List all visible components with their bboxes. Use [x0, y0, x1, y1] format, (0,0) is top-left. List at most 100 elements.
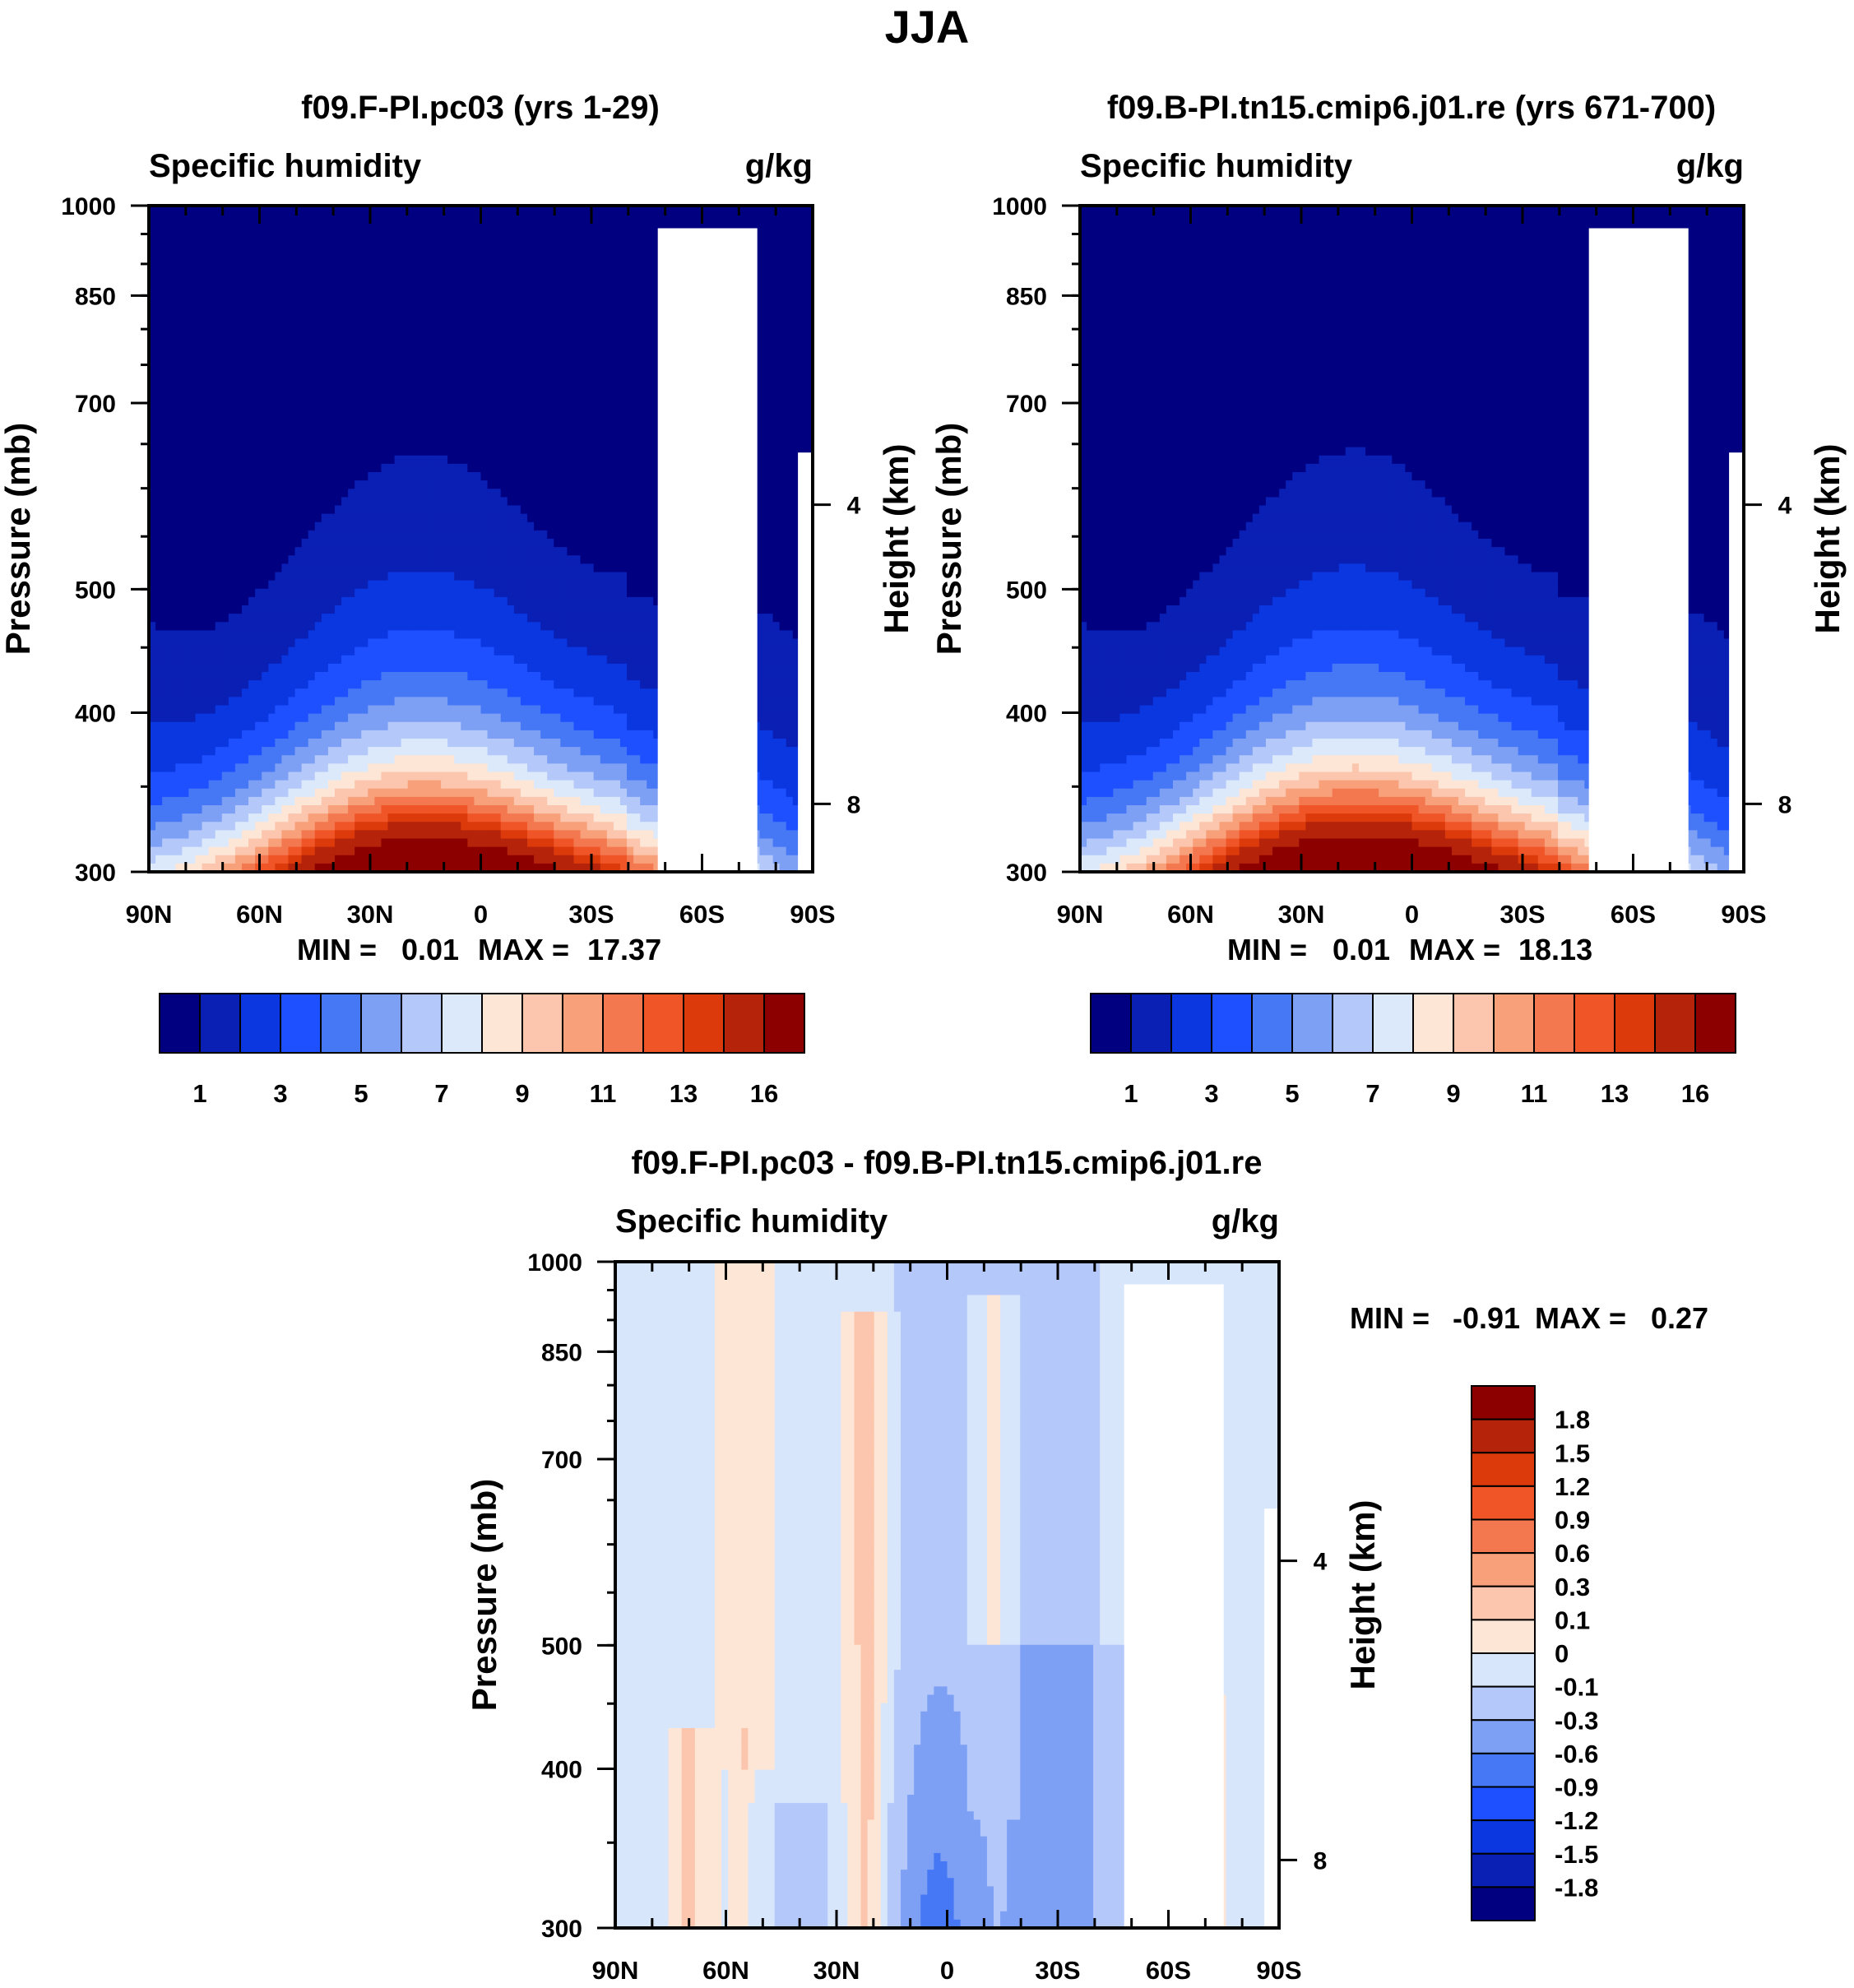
contour-cell	[228, 247, 236, 257]
contour-cell	[792, 596, 800, 606]
contour-cell	[427, 472, 435, 481]
contour-cell	[494, 572, 502, 582]
contour-cell	[407, 280, 415, 290]
contour-cell	[653, 472, 660, 481]
contour-cell	[301, 289, 309, 298]
contour-cell	[547, 330, 554, 340]
contour-cell	[182, 539, 190, 548]
contour-cell	[560, 313, 568, 323]
contour-cell	[355, 206, 362, 215]
contour-cell	[321, 297, 329, 307]
contour-cell	[169, 305, 176, 315]
contour-cell	[434, 539, 442, 548]
contour-cell	[275, 339, 282, 348]
contour-cell	[208, 422, 216, 431]
contour-cell	[321, 372, 329, 382]
contour-cell	[474, 330, 482, 340]
contour-cell	[434, 305, 442, 315]
contour-cell	[526, 438, 535, 448]
contour-cell	[334, 605, 342, 614]
contour-cell	[268, 521, 276, 531]
contour-cell	[441, 513, 448, 523]
contour-cell	[394, 422, 402, 431]
contour-cell	[348, 206, 355, 215]
contour-cell	[772, 339, 781, 348]
contour-cell	[175, 347, 183, 356]
contour-cell	[361, 521, 368, 531]
contour-cell	[606, 605, 614, 614]
contour-cell	[314, 396, 322, 406]
contour-cell	[341, 480, 349, 489]
contour-cell	[208, 255, 216, 265]
contour-cell	[627, 313, 634, 323]
contour-cell	[341, 289, 349, 298]
contour-cell	[573, 206, 582, 215]
contour-cell	[414, 580, 422, 590]
contour-cell	[381, 447, 389, 456]
contour-cell	[461, 339, 468, 348]
contour-cell	[407, 547, 415, 556]
contour-cell	[407, 313, 415, 323]
contour-cell	[467, 513, 475, 523]
contour-cell	[786, 530, 794, 540]
contour-cell	[487, 505, 495, 515]
contour-cell	[182, 505, 190, 515]
contour-cell	[507, 239, 515, 248]
contour-cell	[526, 547, 535, 556]
contour-cell	[374, 505, 382, 515]
contour-cell	[221, 214, 229, 223]
contour-cell	[208, 380, 216, 390]
contour-cell	[500, 539, 508, 548]
contour-cell	[228, 388, 236, 398]
contour-cell	[554, 239, 561, 248]
contour-cell	[308, 313, 316, 323]
contour-cell	[281, 505, 290, 515]
contour-cell	[454, 513, 461, 523]
contour-cell	[600, 463, 608, 473]
contour-cell	[567, 206, 575, 215]
contour-cell	[162, 463, 169, 473]
contour-cell	[215, 489, 223, 498]
contour-cell	[234, 322, 243, 331]
contour-cell	[188, 555, 197, 564]
contour-cell	[461, 214, 468, 223]
contour-cell	[341, 214, 349, 223]
contour-cell	[268, 480, 276, 489]
contour-cell	[619, 230, 628, 240]
contour-cell	[394, 455, 402, 465]
contour-cell	[427, 330, 435, 340]
contour-cell	[779, 438, 787, 448]
contour-cell	[341, 313, 349, 323]
contour-cell	[534, 463, 541, 473]
contour-cell	[394, 364, 402, 373]
contour-cell	[766, 247, 774, 257]
contour-cell	[202, 305, 210, 315]
contour-cell	[221, 255, 229, 265]
contour-cell	[374, 347, 382, 356]
contour-cell	[348, 222, 355, 231]
contour-cell	[593, 580, 601, 590]
contour-cell	[268, 222, 276, 231]
contour-cell	[327, 313, 336, 323]
contour-cell	[606, 247, 614, 257]
contour-cell	[288, 521, 296, 531]
contour-cell	[420, 455, 429, 465]
contour-cell	[149, 206, 156, 215]
contour-cell	[779, 222, 787, 231]
contour-cell	[619, 289, 628, 298]
contour-cell	[494, 272, 502, 281]
contour-cell	[526, 572, 535, 582]
contour-cell	[640, 239, 647, 248]
contour-cell	[374, 463, 382, 473]
contour-cell	[772, 547, 781, 556]
contour-cell	[162, 614, 169, 623]
contour-cell	[567, 530, 575, 540]
contour-cell	[387, 364, 396, 373]
contour-cell	[228, 414, 236, 423]
contour-cell	[255, 414, 262, 423]
contour-cell	[262, 605, 269, 614]
contour-cell	[427, 480, 435, 489]
contour-cell	[368, 588, 375, 598]
contour-cell	[420, 405, 429, 415]
contour-cell	[792, 214, 800, 223]
